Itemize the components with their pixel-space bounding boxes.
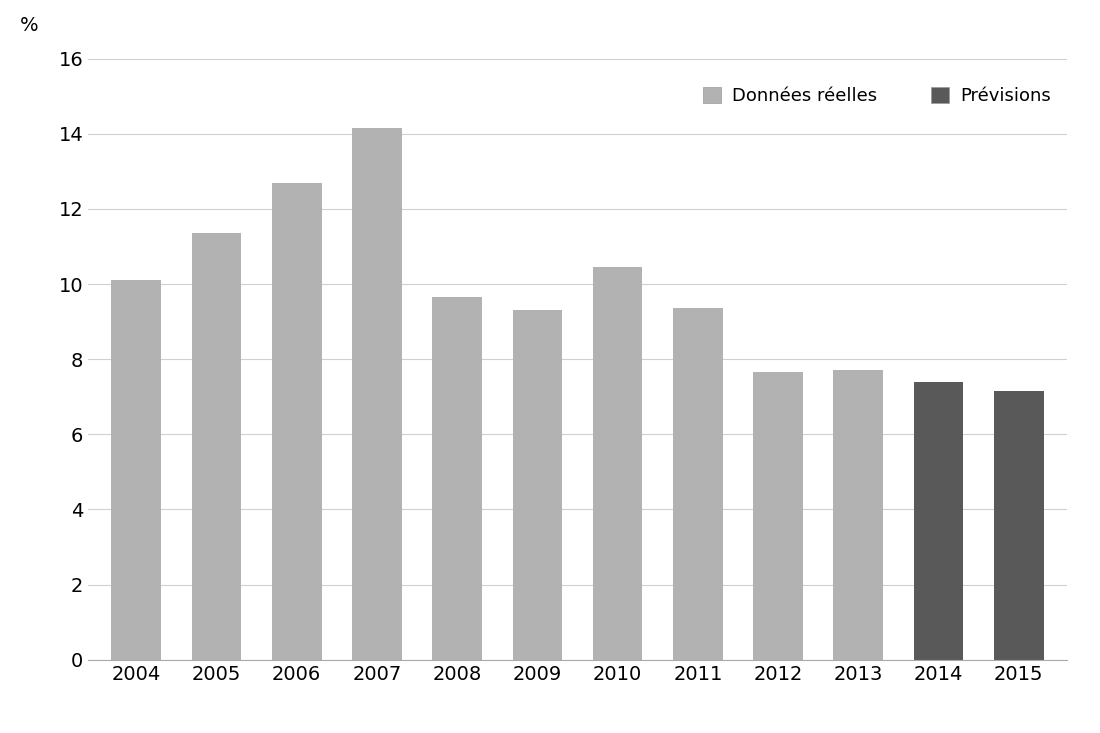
Bar <box>754 372 803 660</box>
Bar <box>272 183 321 660</box>
Legend: Données réelles, Prévisions: Données réelles, Prévisions <box>695 80 1058 112</box>
Bar <box>593 267 642 660</box>
Bar <box>994 391 1044 660</box>
Bar <box>513 310 562 660</box>
Text: %: % <box>20 15 38 34</box>
Bar <box>834 370 883 660</box>
Bar <box>432 297 482 660</box>
Bar <box>352 128 402 660</box>
Bar <box>673 309 723 660</box>
Bar <box>191 233 241 660</box>
Bar <box>111 280 161 660</box>
Bar <box>914 382 964 660</box>
